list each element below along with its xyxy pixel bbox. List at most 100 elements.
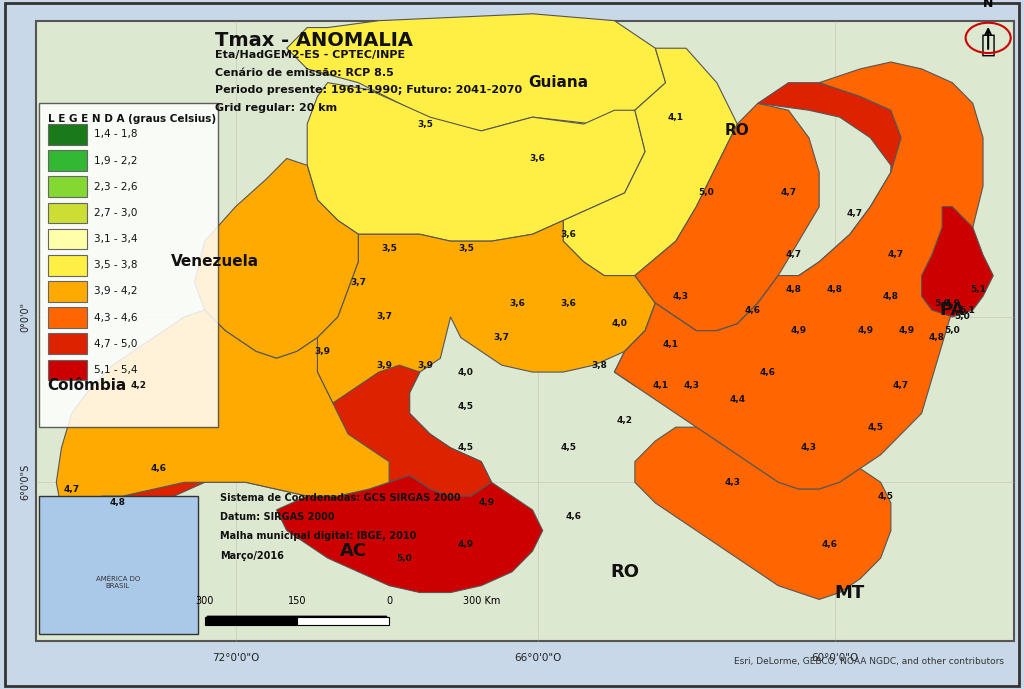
Text: 300 Km: 300 Km bbox=[463, 596, 500, 606]
Text: 3,5: 3,5 bbox=[417, 119, 433, 129]
Text: 4,7: 4,7 bbox=[63, 484, 80, 494]
Text: 1,9 - 2,2: 1,9 - 2,2 bbox=[94, 156, 137, 165]
Polygon shape bbox=[614, 83, 901, 393]
Text: 3,1 - 3,4: 3,1 - 3,4 bbox=[94, 234, 137, 244]
Text: Esri, DeLorme, GEBCO, NOAA NGDC, and other contributors: Esri, DeLorme, GEBCO, NOAA NGDC, and oth… bbox=[733, 657, 1004, 666]
Text: 4,7: 4,7 bbox=[893, 381, 909, 391]
Text: 4,7: 4,7 bbox=[847, 209, 863, 218]
Text: 5,0: 5,0 bbox=[944, 326, 961, 336]
Text: Cenário de emissão: RCP 8.5: Cenário de emissão: RCP 8.5 bbox=[215, 68, 394, 78]
Text: 3,6: 3,6 bbox=[560, 298, 577, 308]
Text: AC: AC bbox=[340, 542, 367, 560]
Bar bbox=[48, 203, 87, 223]
Text: Grid regular: 20 km: Grid regular: 20 km bbox=[215, 103, 337, 114]
Text: MT: MT bbox=[835, 584, 865, 601]
Text: 4,5: 4,5 bbox=[560, 443, 577, 453]
Text: 4,5: 4,5 bbox=[458, 443, 474, 453]
Text: Março/2016: Março/2016 bbox=[220, 551, 284, 561]
Text: 3,9: 3,9 bbox=[314, 347, 331, 356]
Polygon shape bbox=[922, 207, 993, 317]
Text: 4,5: 4,5 bbox=[458, 402, 474, 411]
Text: 4,8: 4,8 bbox=[826, 285, 843, 294]
Text: RO: RO bbox=[725, 123, 750, 138]
Text: 4,3: 4,3 bbox=[724, 477, 740, 487]
Text: 4,2: 4,2 bbox=[616, 415, 633, 425]
Text: 4,3: 4,3 bbox=[673, 291, 689, 301]
Text: 0°0'0": 0°0'0" bbox=[20, 302, 31, 332]
Text: 3,5: 3,5 bbox=[381, 243, 397, 253]
Text: 4,1: 4,1 bbox=[663, 340, 679, 349]
Text: 4,8: 4,8 bbox=[883, 291, 899, 301]
Text: 5,1: 5,1 bbox=[959, 305, 976, 315]
Polygon shape bbox=[56, 310, 389, 510]
Text: 4,6: 4,6 bbox=[151, 464, 167, 473]
Bar bbox=[48, 360, 87, 380]
Text: 🧭: 🧭 bbox=[981, 33, 995, 56]
Text: 5,0: 5,0 bbox=[396, 553, 413, 563]
Polygon shape bbox=[635, 427, 891, 599]
Bar bbox=[48, 255, 87, 276]
Text: 4,9: 4,9 bbox=[898, 326, 914, 336]
Text: 4,5: 4,5 bbox=[878, 491, 894, 501]
Text: 3,6: 3,6 bbox=[560, 229, 577, 239]
Text: RO: RO bbox=[610, 563, 639, 581]
Bar bbox=[48, 229, 87, 249]
Text: 4,3 - 4,6: 4,3 - 4,6 bbox=[94, 313, 137, 322]
Text: 4,9: 4,9 bbox=[944, 298, 961, 308]
Text: 3,5 - 3,8: 3,5 - 3,8 bbox=[94, 260, 137, 270]
Text: 3,6: 3,6 bbox=[509, 298, 525, 308]
Bar bbox=[48, 124, 87, 145]
Text: 5,0: 5,0 bbox=[934, 298, 950, 308]
Text: Datum: SIRGAS 2000: Datum: SIRGAS 2000 bbox=[220, 512, 335, 522]
Text: Eta/HadGEM2-ES - CPTEC/INPE: Eta/HadGEM2-ES - CPTEC/INPE bbox=[215, 50, 406, 60]
Text: 3,9: 3,9 bbox=[417, 360, 433, 370]
Text: 4,7: 4,7 bbox=[888, 250, 904, 260]
Text: 4,1: 4,1 bbox=[668, 112, 684, 122]
Bar bbox=[48, 307, 87, 328]
Polygon shape bbox=[287, 14, 666, 131]
Text: 3,7: 3,7 bbox=[376, 312, 392, 322]
Text: 4,8: 4,8 bbox=[929, 333, 945, 342]
Text: 2,7 - 3,0: 2,7 - 3,0 bbox=[94, 208, 137, 218]
Text: 4,7: 4,7 bbox=[780, 188, 797, 198]
Text: 2,3 - 2,6: 2,3 - 2,6 bbox=[94, 182, 137, 192]
Text: 60°0'0"O: 60°0'0"O bbox=[811, 653, 858, 663]
Bar bbox=[39, 103, 218, 427]
Text: 4,3: 4,3 bbox=[801, 443, 817, 453]
Text: L E G E N D A (graus Celsius): L E G E N D A (graus Celsius) bbox=[48, 114, 216, 124]
Text: 4,6: 4,6 bbox=[760, 367, 776, 377]
Polygon shape bbox=[276, 475, 543, 593]
Text: 66°0'0"O: 66°0'0"O bbox=[514, 653, 561, 663]
Text: 5,1 - 5,4: 5,1 - 5,4 bbox=[94, 365, 137, 375]
Text: 150: 150 bbox=[288, 596, 306, 606]
Polygon shape bbox=[307, 83, 645, 241]
Text: 3,6: 3,6 bbox=[529, 154, 546, 163]
Text: 4,7: 4,7 bbox=[785, 250, 802, 260]
Text: 4,8: 4,8 bbox=[110, 498, 126, 508]
Text: 5,0: 5,0 bbox=[954, 312, 971, 322]
Text: 3,5: 3,5 bbox=[458, 243, 474, 253]
Text: 4,6: 4,6 bbox=[565, 512, 582, 522]
Polygon shape bbox=[614, 62, 983, 489]
Text: 3,8: 3,8 bbox=[591, 360, 607, 370]
Text: 4,6: 4,6 bbox=[821, 539, 838, 549]
Text: 4,0: 4,0 bbox=[611, 319, 628, 329]
Text: 5,1: 5,1 bbox=[970, 285, 986, 294]
Text: 4,0: 4,0 bbox=[458, 367, 474, 377]
Polygon shape bbox=[635, 103, 819, 331]
Text: N: N bbox=[983, 0, 993, 10]
Text: 3,9: 3,9 bbox=[376, 360, 392, 370]
Text: 5,0: 5,0 bbox=[698, 188, 715, 198]
Text: 4,3: 4,3 bbox=[683, 381, 699, 391]
Text: AMÉRICA DO
BRASIL: AMÉRICA DO BRASIL bbox=[95, 575, 140, 589]
Text: 300: 300 bbox=[196, 596, 214, 606]
Text: Sistema de Coordenadas: GCS SIRGAS 2000: Sistema de Coordenadas: GCS SIRGAS 2000 bbox=[220, 493, 461, 503]
Text: Venezuela: Venezuela bbox=[171, 254, 259, 269]
Text: 3,9 - 4,2: 3,9 - 4,2 bbox=[94, 287, 137, 296]
Polygon shape bbox=[195, 158, 358, 358]
Bar bbox=[48, 150, 87, 171]
Text: 4,1: 4,1 bbox=[652, 381, 669, 391]
Text: Malha municipal digital: IBGE, 2010: Malha municipal digital: IBGE, 2010 bbox=[220, 531, 417, 542]
Text: Guiana: Guiana bbox=[528, 75, 588, 90]
Polygon shape bbox=[317, 220, 655, 496]
